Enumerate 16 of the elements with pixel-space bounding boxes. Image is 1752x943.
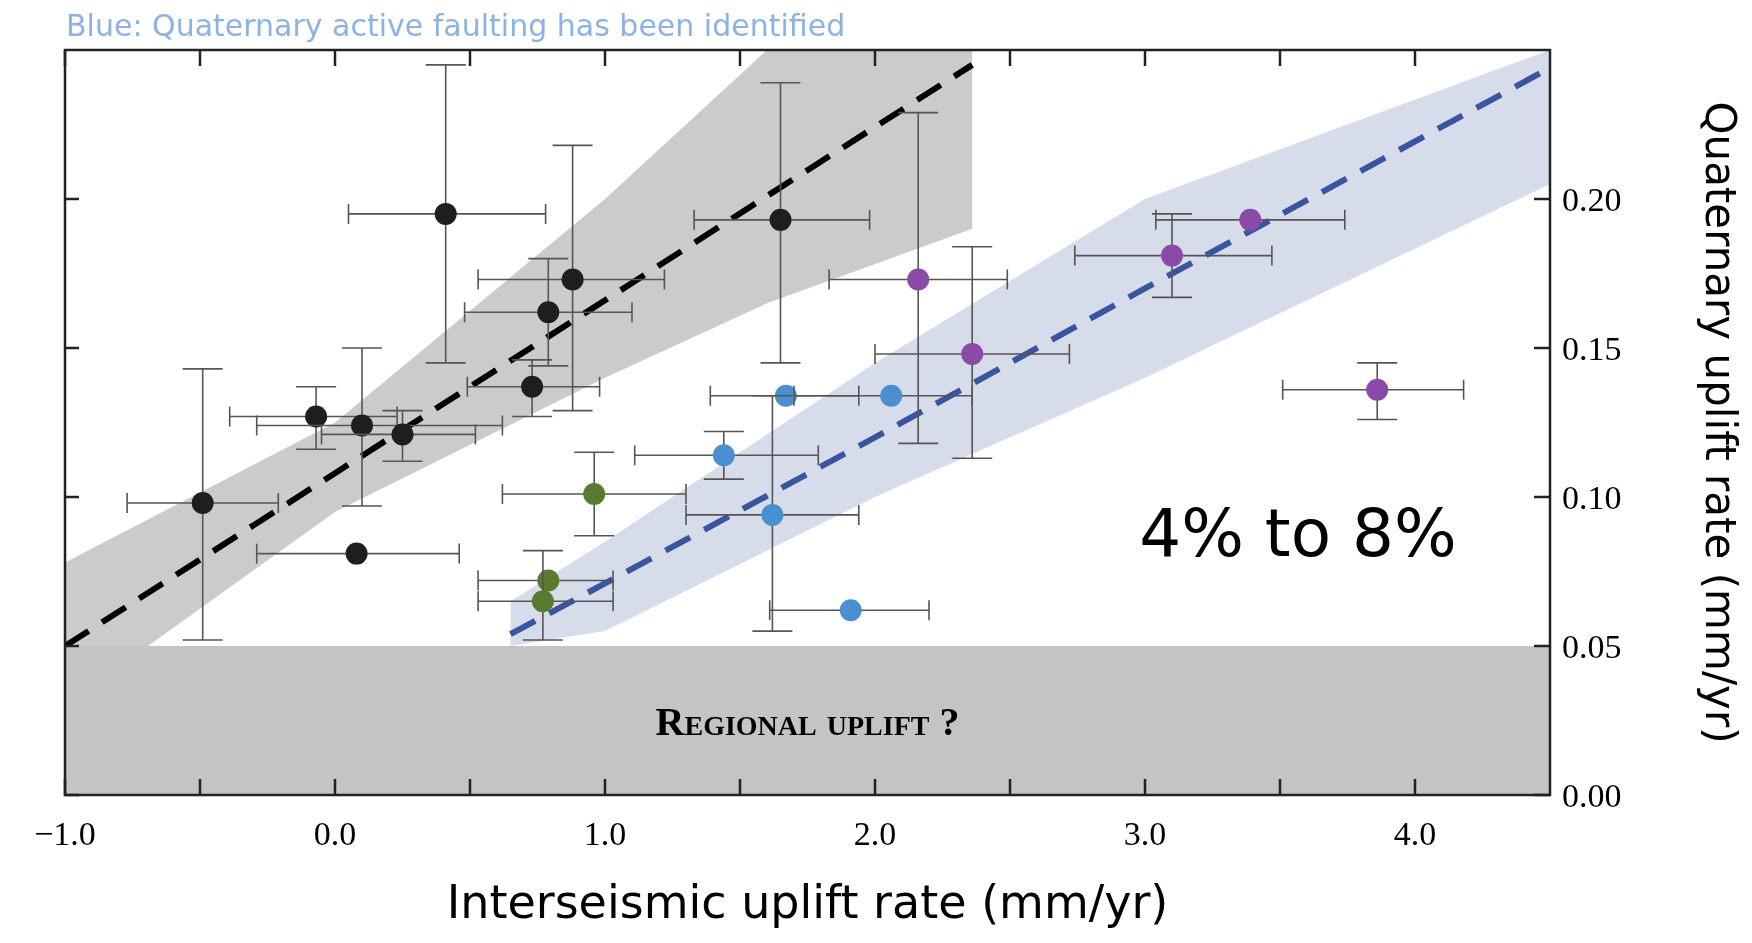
y-tick-label: 0.10 xyxy=(1562,478,1622,516)
y-axis-title: Quaternary uplift rate (mm/yr) xyxy=(1696,101,1745,744)
x-tick-label: 0.0 xyxy=(313,815,357,852)
y-tick-label: 0.15 xyxy=(1562,329,1622,367)
band-label: Regional uplift ? xyxy=(655,698,960,744)
x-tick-label: 2.0 xyxy=(853,815,897,852)
x-tick-label: 1.0 xyxy=(583,815,627,852)
x-axis-title: Interseismic uplift rate (mm/yr) xyxy=(446,875,1169,929)
annotation: 4% to 8% xyxy=(1139,495,1457,572)
x-tick-label: −1.0 xyxy=(34,815,96,852)
x-tick-label: 4.0 xyxy=(1393,815,1437,852)
y-tick-label: 0.05 xyxy=(1562,627,1622,665)
chart-title: Blue: Quaternary active faulting has been identified xyxy=(66,8,846,43)
x-tick-label: 3.0 xyxy=(1123,815,1167,852)
y-tick-label: 0.20 xyxy=(1562,180,1622,218)
y-tick-label: 0.00 xyxy=(1562,776,1622,814)
